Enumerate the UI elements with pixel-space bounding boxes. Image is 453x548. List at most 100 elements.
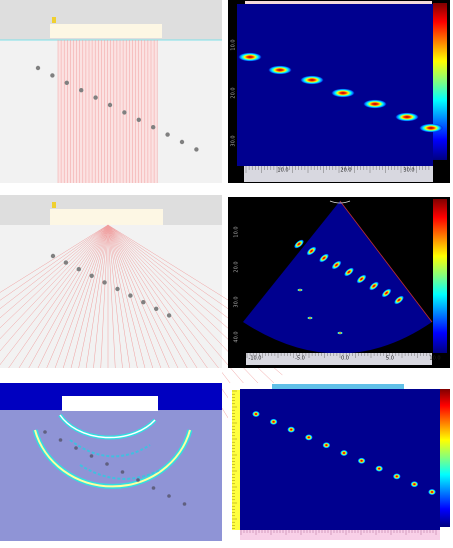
hotspot — [331, 260, 342, 270]
scatterer — [136, 478, 140, 482]
bottom-ruler — [240, 530, 440, 540]
x-tick-label: 20.0 — [340, 168, 351, 174]
image-field — [240, 389, 440, 530]
scatterer — [64, 80, 70, 86]
hotspot — [369, 281, 379, 291]
colorbar — [433, 199, 447, 353]
scatterer — [154, 306, 159, 311]
scatterer — [89, 273, 94, 278]
sector-edge — [339, 200, 433, 323]
x-tick-label: 5.0 — [386, 356, 394, 362]
sector-field — [243, 201, 432, 354]
colorbar — [433, 3, 447, 160]
scatterer — [93, 95, 98, 100]
hotspot — [300, 75, 324, 85]
hotspot — [322, 442, 331, 449]
beam-line — [0, 224, 109, 310]
echo — [297, 288, 303, 292]
beam-line — [0, 224, 109, 293]
scatterer — [122, 110, 127, 115]
y-tick-label: 30.0 — [231, 135, 237, 146]
hotspot — [268, 65, 292, 75]
beam-line — [107, 224, 249, 408]
echo — [337, 331, 343, 335]
hotspot — [238, 52, 262, 62]
scatterer — [105, 462, 109, 466]
hotspot — [375, 465, 384, 472]
y-tick-label: 30.0 — [234, 296, 240, 307]
panel-sector-image: -10.0 -5.0 0.0 5.0 10.0 10.0 20.0 30.0 40.0 — [228, 197, 450, 368]
scatterer — [182, 502, 187, 506]
x-tick-label: 0.0 — [341, 356, 349, 362]
y-tick-label: 40.0 — [234, 331, 240, 342]
probe-marker — [52, 17, 56, 23]
panel-wave-image — [228, 383, 450, 541]
top-ruler — [272, 384, 404, 389]
hotspot — [356, 274, 367, 284]
scatter-waves — [69, 439, 161, 480]
scatterer — [194, 147, 199, 152]
hotspot — [363, 99, 387, 109]
hotspot — [381, 288, 392, 298]
hotspot — [306, 246, 317, 256]
beam-line — [0, 224, 109, 319]
echo — [307, 316, 313, 320]
x-tick-label: 10.0 — [429, 356, 440, 362]
background-mask — [0, 368, 222, 383]
y-tick-label: 20.0 — [234, 261, 240, 272]
hotspot — [419, 123, 443, 133]
hotspot — [294, 239, 304, 249]
scatterer — [136, 117, 141, 123]
x-tick-label: 10.0 — [277, 168, 288, 174]
y-tick-label: 20.0 — [231, 87, 237, 98]
beam-line — [0, 224, 109, 340]
probe — [62, 396, 158, 411]
scatterer — [63, 260, 69, 265]
hotspot — [344, 267, 354, 277]
left-ruler — [232, 390, 240, 530]
probe — [50, 209, 163, 225]
probe — [50, 24, 162, 38]
scatterer — [58, 438, 63, 442]
hotspot — [395, 112, 419, 122]
scatterer — [50, 73, 55, 78]
hotspot — [269, 418, 278, 425]
scatterer — [43, 430, 47, 434]
scatterer — [107, 102, 113, 108]
wavefront-core — [34, 429, 191, 488]
top-ruler — [245, 1, 432, 4]
scatterer — [128, 293, 133, 298]
beam-line — [0, 224, 109, 366]
scatterer — [166, 313, 172, 318]
scatterer — [141, 300, 146, 305]
scatterer — [76, 267, 82, 272]
hotspot — [428, 488, 436, 496]
bottom-ruler — [244, 166, 433, 182]
colorbar — [440, 389, 450, 527]
beam-line — [107, 224, 258, 400]
hotspot — [392, 473, 401, 480]
scatterer — [120, 470, 125, 474]
beam-line — [0, 224, 109, 381]
y-tick-label: 10.0 — [231, 39, 237, 50]
beam-line — [0, 224, 109, 329]
hotspot — [331, 88, 355, 98]
scatterer — [179, 139, 185, 145]
scatterer — [167, 494, 171, 498]
scatterer — [35, 65, 41, 71]
hotspot — [319, 253, 329, 263]
beam-line — [0, 224, 109, 301]
left-ruler — [228, 4, 237, 166]
scatterer — [151, 486, 156, 490]
x-tick-label: -5.0 — [295, 356, 305, 362]
scatterer — [115, 286, 120, 292]
wavefront-core — [59, 414, 156, 439]
scatterer — [151, 125, 156, 130]
hotspot — [252, 410, 260, 418]
hotspot — [394, 295, 404, 305]
sector-apex — [329, 200, 351, 204]
hotspot — [304, 434, 313, 441]
